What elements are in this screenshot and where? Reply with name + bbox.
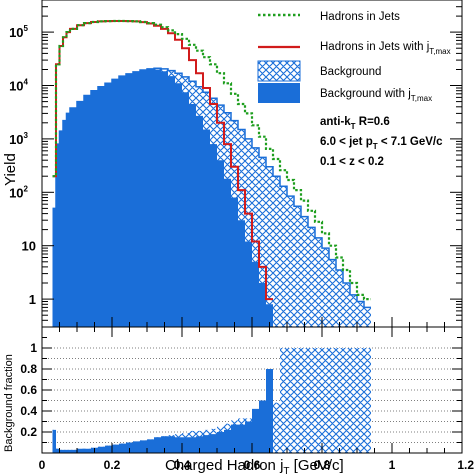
x-tick-label: 0.6: [244, 458, 261, 472]
x-tick-label: 1.2: [457, 458, 474, 472]
y-tick-label: 104: [9, 78, 28, 94]
fraction-background-jtmax-filled-area: [52, 369, 273, 453]
annotations: anti-kT R=0.6 6.0 < jet pT < 7.1 GeV/c 0…: [320, 116, 443, 168]
fraction-tick-label: 1: [30, 341, 37, 355]
fraction-tick-label: 0.4: [20, 404, 37, 418]
y-axis-title: Yield: [2, 153, 19, 186]
x-tick-label: 0.8: [314, 458, 331, 472]
background-jtmax-filled-area: [52, 69, 273, 327]
top-y-ticks: [42, 0, 462, 328]
bottom-ticks: [41, 317, 463, 454]
annotation-jet-pt: 6.0 < jet pT < 7.1 GeV/c: [320, 136, 443, 151]
legend: Hadrons in Jets Hadrons in Jets with jT,…: [257, 11, 451, 103]
x-tick-labels: 0 0.2 0.4 0.6 0.8 1 1.2: [39, 458, 474, 472]
legend-swatch-background-jtmax: [258, 83, 300, 103]
y-tick-label: 105: [9, 24, 28, 40]
legend-label-hadrons-jtmax: Hadrons in Jets with jT,max: [320, 41, 451, 56]
fraction-tick-label: 0.8: [20, 362, 37, 376]
legend-swatch-background: [257, 60, 301, 82]
background-outline: [52, 67, 371, 309]
fraction-tick-label: 0.2: [20, 425, 37, 439]
x-axis-title: Charged Hadron jT [GeV/c]: [165, 457, 344, 474]
annotation-algorithm: anti-kT R=0.6: [320, 116, 390, 131]
annotation-z-range: 0.1 < z < 0.2: [320, 156, 384, 168]
x-tick-label: 0.4: [174, 458, 191, 472]
bottom-y-tick-labels: 1 0.8 0.6 0.4 0.2: [20, 341, 37, 439]
y-tick-label: 103: [9, 131, 28, 147]
y-tick-label: 1: [29, 292, 36, 307]
y-tick-label: 10: [22, 239, 36, 254]
fraction-tick-label: 0.6: [20, 383, 37, 397]
x-tick-label: 0.2: [104, 458, 121, 472]
legend-label-background: Background: [320, 66, 381, 78]
fraction-background-hatched-area: [52, 348, 371, 453]
x-tick-label: 1: [389, 458, 396, 472]
fraction-axis-title: Background fraction: [3, 354, 15, 452]
y-tick-label: 102: [9, 184, 28, 200]
legend-label-hadrons: Hadrons in Jets: [320, 11, 400, 23]
x-tick-label: 0: [39, 458, 46, 472]
legend-label-background-jtmax: Background with jT,max: [320, 88, 432, 103]
